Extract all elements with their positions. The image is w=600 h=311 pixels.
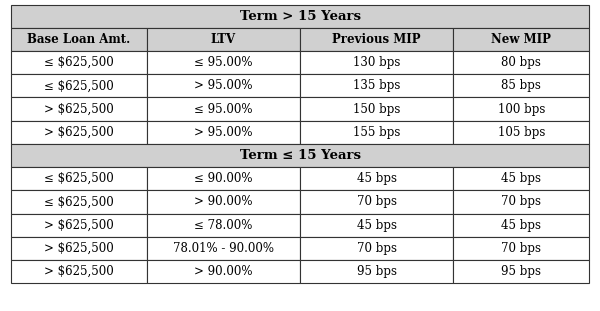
Bar [453,28,589,51]
Text: 80 bps: 80 bps [502,56,541,69]
Text: 70 bps: 70 bps [501,242,541,255]
Bar [11,121,147,144]
Text: > 95.00%: > 95.00% [194,79,253,92]
Bar [300,190,453,214]
Bar [300,121,453,144]
Bar [147,51,300,74]
Text: ≤ 90.00%: ≤ 90.00% [194,172,253,185]
Bar [11,167,147,190]
Bar [300,51,453,74]
Text: 70 bps: 70 bps [356,242,397,255]
Text: Term > 15 Years: Term > 15 Years [239,10,361,23]
Bar [453,214,589,237]
Bar [453,97,589,121]
Text: ≤ $625,500: ≤ $625,500 [44,79,113,92]
Text: Base Loan Amt.: Base Loan Amt. [27,33,130,46]
Bar [453,167,589,190]
Text: > $625,500: > $625,500 [44,265,113,278]
Bar [453,190,589,214]
Bar [147,121,300,144]
Bar [300,167,453,190]
Text: ≤ 95.00%: ≤ 95.00% [194,56,253,69]
Text: Previous MIP: Previous MIP [332,33,421,46]
Text: > 95.00%: > 95.00% [194,126,253,139]
Text: > 90.00%: > 90.00% [194,195,253,208]
Text: > $625,500: > $625,500 [44,219,113,232]
Bar [11,260,147,283]
Text: 155 bps: 155 bps [353,126,400,139]
Text: Term ≤ 15 Years: Term ≤ 15 Years [239,149,361,162]
Bar [300,74,453,97]
Bar [300,97,453,121]
Text: 95 bps: 95 bps [356,265,397,278]
Bar [147,237,300,260]
Bar [453,74,589,97]
Text: 78.01% - 90.00%: 78.01% - 90.00% [173,242,274,255]
Text: 45 bps: 45 bps [356,219,397,232]
Bar [300,28,453,51]
Text: > 90.00%: > 90.00% [194,265,253,278]
Bar [147,214,300,237]
Text: 150 bps: 150 bps [353,103,400,116]
Text: 70 bps: 70 bps [356,195,397,208]
Text: 45 bps: 45 bps [501,219,541,232]
Bar [11,28,147,51]
Bar [147,28,300,51]
Bar [11,97,147,121]
Bar [453,121,589,144]
Text: ≤ 95.00%: ≤ 95.00% [194,103,253,116]
Text: ≤ 78.00%: ≤ 78.00% [194,219,253,232]
Text: 95 bps: 95 bps [501,265,541,278]
Text: 100 bps: 100 bps [497,103,545,116]
Text: ≤ $625,500: ≤ $625,500 [44,172,113,185]
Bar [147,97,300,121]
Bar [147,167,300,190]
Bar [11,190,147,214]
Text: > $625,500: > $625,500 [44,103,113,116]
Bar [147,260,300,283]
Text: LTV: LTV [211,33,236,46]
Text: 130 bps: 130 bps [353,56,400,69]
Bar [11,5,589,28]
Bar [11,214,147,237]
Text: New MIP: New MIP [491,33,551,46]
Bar [300,214,453,237]
Text: > $625,500: > $625,500 [44,126,113,139]
Text: ≤ $625,500: ≤ $625,500 [44,56,113,69]
Text: 135 bps: 135 bps [353,79,400,92]
Text: 70 bps: 70 bps [501,195,541,208]
Bar [300,260,453,283]
Text: 105 bps: 105 bps [497,126,545,139]
Bar [11,74,147,97]
Text: 45 bps: 45 bps [501,172,541,185]
Bar [147,74,300,97]
Text: 85 bps: 85 bps [502,79,541,92]
Text: > $625,500: > $625,500 [44,242,113,255]
Bar [11,237,147,260]
Bar [147,190,300,214]
Text: 45 bps: 45 bps [356,172,397,185]
Bar [300,237,453,260]
Bar [453,260,589,283]
Bar [11,51,147,74]
Bar [11,144,589,167]
Bar [453,51,589,74]
Bar [453,237,589,260]
Text: ≤ $625,500: ≤ $625,500 [44,195,113,208]
